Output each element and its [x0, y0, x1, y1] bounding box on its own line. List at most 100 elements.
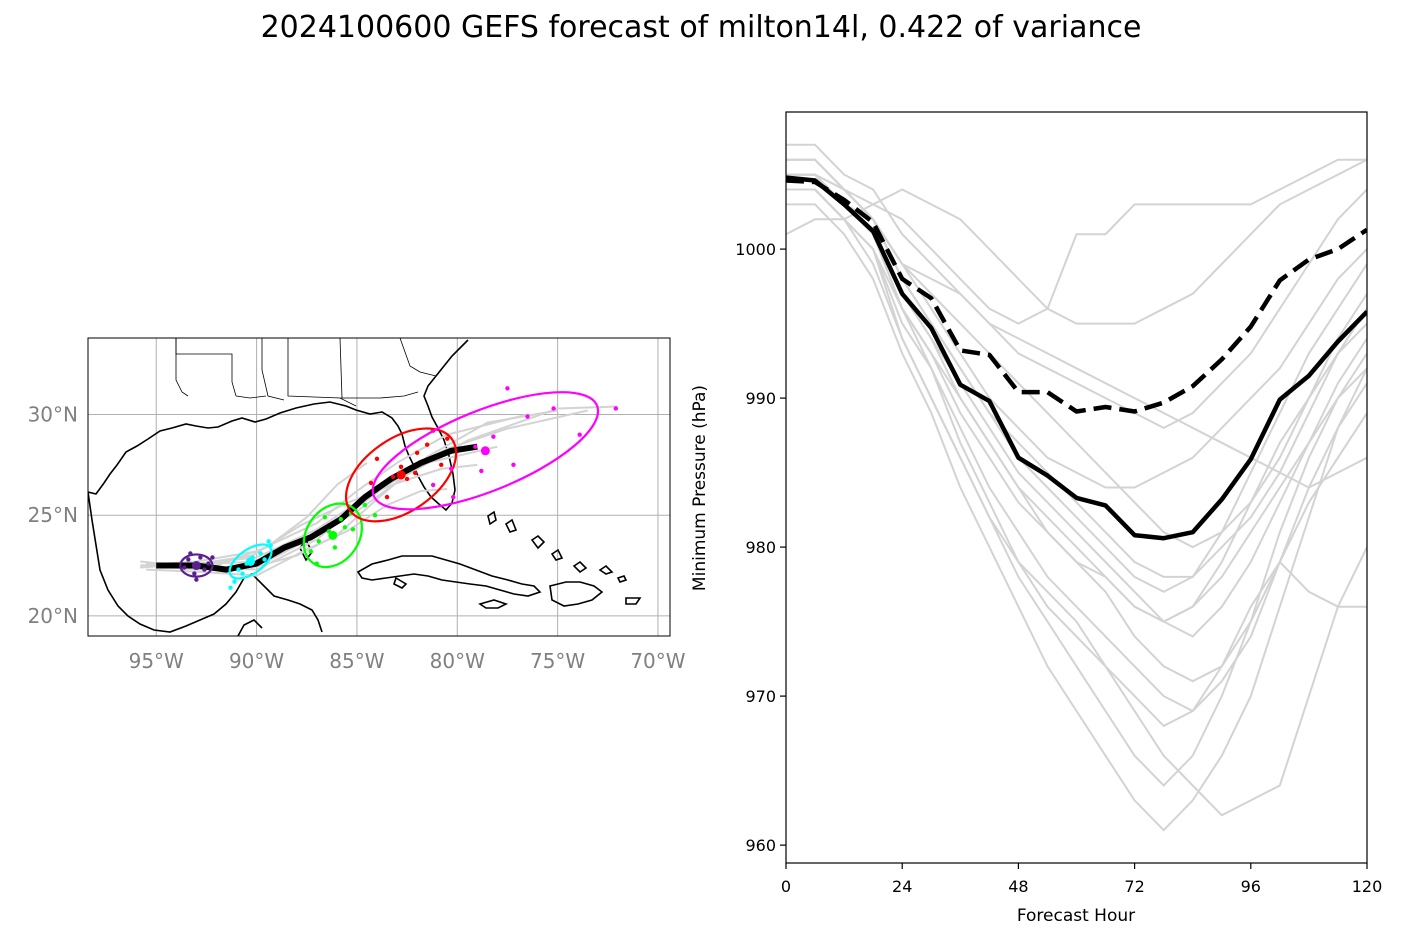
cluster-hour-48 — [228, 539, 273, 590]
cluster-member-point — [362, 502, 368, 508]
x-tick-label: 48 — [1008, 877, 1028, 896]
cluster-member-point — [228, 585, 233, 590]
pressure-member-line — [786, 188, 1367, 713]
cluster-member-point — [551, 406, 556, 411]
cluster-member-point — [505, 386, 510, 391]
cluster-member-point — [511, 462, 516, 468]
cluster-member-point — [577, 432, 582, 437]
cluster-ellipse — [179, 553, 214, 578]
cluster-member-point — [198, 555, 203, 560]
cluster-member-point — [186, 557, 191, 562]
cluster-member-point — [412, 470, 418, 476]
cluster-member-point — [232, 579, 237, 584]
cluster-member-point — [414, 450, 420, 455]
cluster-member-point — [266, 539, 271, 544]
map-lon-tick-label: 70°W — [630, 649, 685, 673]
map-lon-tick-label: 75°W — [530, 649, 585, 673]
cluster-hour-72 — [302, 502, 378, 569]
cluster-mean-point — [191, 561, 201, 571]
pressure-member-lines — [786, 143, 1367, 832]
cluster-ellipse — [371, 391, 600, 511]
y-tick-label: 1000 — [735, 240, 776, 259]
y-tick-label: 980 — [745, 538, 776, 557]
cluster-member-point — [258, 551, 263, 556]
cluster-member-point — [240, 571, 245, 576]
cluster-member-point — [390, 474, 396, 480]
cluster-member-point — [194, 577, 199, 582]
cluster-member-point — [445, 436, 450, 441]
cluster-ellipse — [302, 502, 363, 569]
x-tick-label: 120 — [1352, 877, 1383, 896]
cluster-member-point — [439, 462, 444, 468]
pressure-member-line — [786, 158, 1367, 325]
cluster-hour-120 — [371, 386, 619, 511]
map-lat-tick-label: 20°N — [28, 604, 78, 628]
cluster-member-point — [322, 515, 328, 520]
cluster-member-point — [338, 517, 344, 522]
y-tick-label: 990 — [745, 389, 776, 408]
map-lat-tick-label: 25°N — [28, 503, 78, 527]
cluster-hour-96 — [344, 427, 458, 523]
cluster-member-point — [210, 555, 215, 560]
pressure-dashed-line — [786, 178, 1367, 414]
cluster-mean-point — [396, 470, 406, 480]
cluster-member-point — [613, 406, 619, 411]
cluster-mean-point — [246, 557, 256, 566]
y-tick-label: 960 — [745, 836, 776, 855]
cluster-member-point — [202, 567, 207, 572]
cluster-ellipse — [344, 427, 458, 523]
x-axis-label: Forecast Hour — [1017, 906, 1135, 926]
mean-track-line — [156, 443, 478, 573]
cluster-member-point — [350, 527, 356, 532]
cluster-member-point — [479, 468, 484, 474]
x-tick-label: 0 — [781, 877, 791, 896]
cluster-member-point — [308, 549, 313, 554]
cluster-member-point — [384, 494, 390, 500]
pressure-member-line — [786, 188, 1367, 787]
map-lon-tick-label: 80°W — [430, 649, 485, 673]
cluster-member-point — [473, 444, 478, 449]
pressure-plot-frame — [785, 111, 1368, 864]
cluster-ellipse — [228, 543, 273, 580]
cluster-member-point — [430, 482, 436, 488]
cluster-member-point — [404, 476, 410, 482]
state-borders — [175, 338, 437, 407]
cluster-member-point — [525, 414, 530, 419]
track-map-panel: 95°W 90°W 85°W 80°W 75°W 70°W 20°N 25°N 30°N — [28, 337, 686, 673]
pressure-member-line — [786, 203, 1367, 832]
cluster-member-point — [342, 525, 348, 530]
cluster-mean-point — [328, 530, 338, 540]
cluster-member-point — [374, 456, 380, 462]
map-frame — [87, 337, 671, 637]
pressure-member-line — [786, 188, 1367, 817]
cluster-member-point — [316, 539, 321, 544]
x-tick-label: 24 — [892, 877, 912, 896]
pressure-member-line — [786, 143, 1367, 430]
cluster-member-point — [192, 571, 197, 576]
cluster-hour-24 — [179, 551, 215, 582]
cluster-member-point — [491, 434, 496, 439]
cluster-member-point — [398, 464, 404, 470]
map-lon-tick-label: 95°W — [129, 649, 184, 673]
pressure-ticks: 0 24 48 72 96 120 960 970 980 990 1000 — [735, 240, 1382, 896]
map-tick-labels: 95°W 90°W 85°W 80°W 75°W 70°W 20°N 25°N 30°N — [28, 403, 686, 673]
x-tick-label: 96 — [1241, 877, 1261, 896]
map-lon-tick-label: 85°W — [329, 649, 384, 673]
pressure-solid-line — [786, 175, 1367, 541]
map-lat-tick-label: 30°N — [28, 403, 78, 427]
pressure-member-line — [786, 188, 1367, 683]
pressure-member-line — [786, 158, 1367, 325]
cluster-member-point — [262, 557, 267, 562]
cluster-member-point — [236, 567, 241, 572]
y-tick-label: 970 — [745, 687, 776, 706]
cluster-member-point — [424, 442, 430, 447]
x-tick-label: 72 — [1124, 877, 1144, 896]
cluster-member-point — [182, 565, 187, 570]
pressure-member-line — [786, 173, 1367, 489]
cluster-member-point — [368, 480, 374, 486]
map-lon-tick-label: 90°W — [229, 649, 284, 673]
figure-title: 2024100600 GEFS forecast of milton14l, 0… — [260, 10, 1142, 45]
mean-track — [156, 443, 478, 573]
cluster-member-point — [206, 561, 211, 566]
